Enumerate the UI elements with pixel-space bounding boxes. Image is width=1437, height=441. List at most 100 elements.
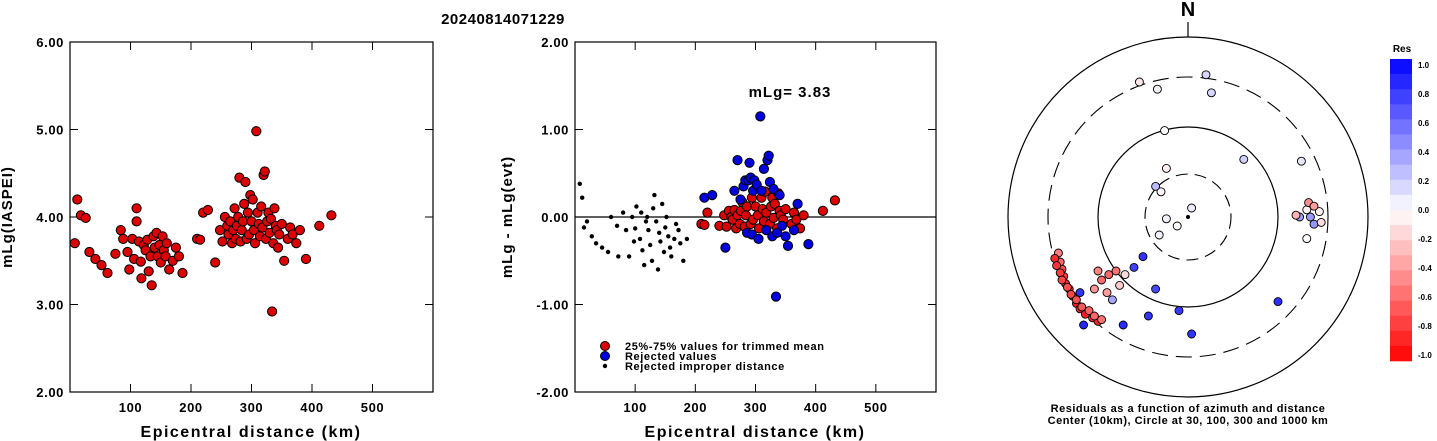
colorbar-cell xyxy=(1390,300,1412,316)
x-axis-label-1: Epicentral distance (km) xyxy=(141,424,362,441)
station-marker xyxy=(1111,266,1121,276)
colorbar-cell xyxy=(1390,240,1412,256)
data-point-2-2 xyxy=(678,241,683,246)
data-point-2-1 xyxy=(758,163,770,174)
data-point-2-2 xyxy=(580,195,585,200)
legend: 25%-75% values for trimmed mean Rejected… xyxy=(600,341,824,373)
data-point-1-0 xyxy=(146,280,157,291)
station-marker xyxy=(1066,289,1076,299)
data-point-2-2 xyxy=(637,236,643,242)
data-point-1-0 xyxy=(173,251,184,262)
station-marker xyxy=(1151,284,1161,294)
y-tick-label: 1.00 xyxy=(541,123,569,138)
data-point-2-1 xyxy=(772,227,783,238)
data-point-1-0 xyxy=(251,126,262,137)
data-point-2-2 xyxy=(608,214,614,220)
data-point-2-2 xyxy=(640,248,645,253)
figure-title: 20240814071229 xyxy=(441,11,565,28)
colorbar-cell xyxy=(1390,134,1412,150)
data-point-1-0 xyxy=(177,267,188,279)
data-point-2-1 xyxy=(744,157,755,168)
x-axis-label-2: Epicentral distance (km) xyxy=(645,424,866,441)
station-marker xyxy=(1151,181,1161,191)
data-point-1-0 xyxy=(247,194,258,205)
data-point-2-1 xyxy=(707,190,718,201)
data-point-1-0 xyxy=(161,238,172,249)
polar-caption-line1: Residuals as a function of azimuth and d… xyxy=(1051,403,1326,415)
x-tick-label: 300 xyxy=(744,400,768,415)
data-point-2-1 xyxy=(720,242,731,253)
legend-label-rejected: Rejected values xyxy=(625,351,717,363)
data-point-2-1 xyxy=(763,150,774,161)
circle-100km xyxy=(1097,126,1279,308)
colorbar-cell xyxy=(1390,149,1412,165)
station-marker xyxy=(1077,302,1087,312)
station-marker xyxy=(1305,212,1315,222)
data-point-1-0 xyxy=(143,266,154,277)
station-marker xyxy=(1296,156,1306,166)
y-axis-label-2: mLg - mLg(evt) xyxy=(499,156,516,278)
y-axis-label-1: mLg(IASPEI) xyxy=(0,166,16,268)
data-point-2-2 xyxy=(652,192,657,198)
data-point-2-0 xyxy=(721,221,732,232)
data-point-1-0 xyxy=(229,203,240,214)
station-marker xyxy=(1187,329,1197,339)
data-point-1-0 xyxy=(195,234,206,245)
data-point-1-0 xyxy=(160,251,171,262)
colorbar: Res 1.0 0.8 0.6 0.4 0.2 0.0 -0.2 -0.4 -0.6 -0.8 -1… xyxy=(1390,44,1432,362)
circle-1000km xyxy=(1007,36,1369,398)
station-marker xyxy=(1057,275,1067,285)
station-marker xyxy=(1161,163,1171,173)
data-point-2-1 xyxy=(770,291,782,302)
colorbar-cell xyxy=(1390,164,1412,181)
station-marker xyxy=(1062,282,1072,292)
data-point-2-2 xyxy=(666,234,671,239)
colorbar-tick-label: 1.0 xyxy=(1418,61,1430,70)
colorbar-cell xyxy=(1390,104,1412,120)
data-point-2-2 xyxy=(658,239,663,244)
data-point-1-0 xyxy=(69,238,80,249)
data-point-2-2 xyxy=(649,258,655,263)
y-tick-label: 2.00 xyxy=(36,385,64,400)
data-point-2-2 xyxy=(589,234,594,239)
data-point-1-0 xyxy=(110,248,121,259)
station-marker xyxy=(1172,221,1182,231)
data-point-2-2 xyxy=(599,245,605,250)
legend-marker-rejected xyxy=(600,351,610,361)
y-tick-label: -2.00 xyxy=(536,385,569,400)
data-point-1-0 xyxy=(217,236,228,247)
data-point-2-1 xyxy=(780,231,791,242)
data-point-1-0 xyxy=(256,201,267,212)
data-point-1-0 xyxy=(102,267,113,279)
colorbar-cell xyxy=(1390,225,1412,241)
data-point-1-0 xyxy=(210,257,221,268)
y-tick-label: 0.00 xyxy=(541,210,569,225)
colorbar-tick-label: 0.8 xyxy=(1418,90,1430,99)
colorbar-tick-label: -0.4 xyxy=(1418,264,1432,273)
data-point-1-0 xyxy=(273,242,284,253)
polar-caption-line2: Center (10km), Circle at 30, 100, 300 an… xyxy=(1048,415,1329,427)
panel-residual-vs-distance: -2.00 -1.00 0.00 1.00 2.00 100 200 300 400 500 m… xyxy=(499,35,937,441)
data-point-2-2 xyxy=(661,249,667,255)
data-point-1-0 xyxy=(276,218,287,230)
data-point-2-2 xyxy=(681,258,686,263)
colorbar-title: Res xyxy=(1393,44,1412,55)
data-point-1-0 xyxy=(326,210,337,221)
data-point-1-0 xyxy=(90,253,101,265)
data-point-2-1 xyxy=(753,233,764,244)
x-tick-label: 400 xyxy=(300,400,324,415)
station-marker xyxy=(1097,275,1107,285)
data-point-2-2 xyxy=(626,254,632,259)
data-point-1-0 xyxy=(80,212,91,223)
station-marker xyxy=(1055,268,1065,278)
colorbar-cell xyxy=(1390,270,1412,286)
station-marker xyxy=(1201,70,1211,80)
y-tick-label: -1.00 xyxy=(536,298,569,313)
station-marker xyxy=(1115,280,1125,290)
station-marker xyxy=(1118,320,1128,330)
colorbar-cell xyxy=(1390,285,1412,301)
data-point-2-2 xyxy=(646,227,651,233)
north-label: N xyxy=(1181,0,1195,21)
colorbar-cell xyxy=(1390,119,1412,135)
colorbar-cell xyxy=(1390,330,1412,347)
